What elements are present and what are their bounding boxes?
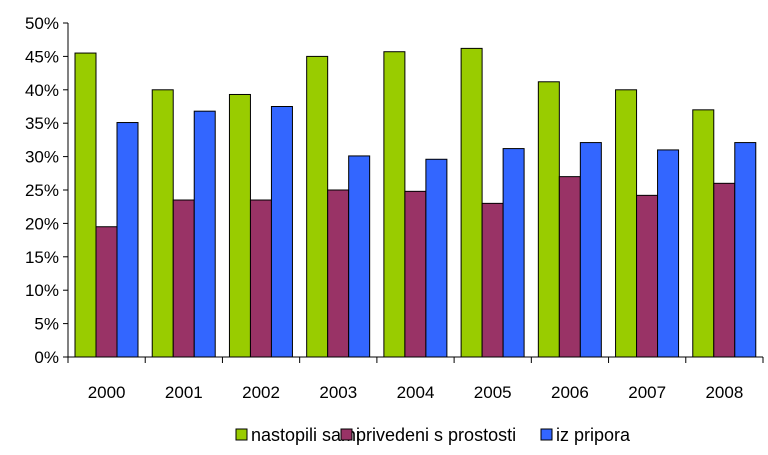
- bar-iz-pripora-2002: [270, 106, 293, 358]
- bar-nastopili-sami-2002: [228, 93, 251, 358]
- y-tick-label: 10%: [25, 281, 59, 300]
- x-tick-label: 2007: [628, 383, 666, 402]
- bar-iz-pripora-2007: [657, 149, 680, 358]
- bar-privedeni-s-prostosti-2001: [172, 199, 195, 358]
- bar-nastopili-sami-2001: [151, 89, 174, 358]
- bar-privedeni-s-prostosti-2002: [249, 199, 272, 358]
- y-tick-label: 5%: [34, 315, 59, 334]
- bar-privedeni-s-prostosti-2005: [481, 202, 504, 358]
- legend-swatch: [235, 428, 248, 441]
- y-tick-label: 20%: [25, 214, 59, 233]
- y-tick-label: 35%: [25, 114, 59, 133]
- y-tick-label: 40%: [25, 81, 59, 100]
- bar-iz-pripora-2008: [734, 142, 757, 358]
- x-tick-label: 2003: [319, 383, 357, 402]
- bar-privedeni-s-prostosti-2003: [327, 189, 350, 358]
- bar-nastopili-sami-2007: [615, 89, 638, 358]
- x-tick-label: 2008: [705, 383, 743, 402]
- x-tick-label: 2000: [88, 383, 126, 402]
- bar-privedeni-s-prostosti-2008: [713, 182, 736, 358]
- x-tick-label: 2001: [165, 383, 203, 402]
- bar-nastopili-sami-2000: [74, 52, 97, 358]
- bar-iz-pripora-2004: [425, 158, 448, 358]
- bar-privedeni-s-prostosti-2006: [558, 176, 581, 358]
- bar-nastopili-sami-2003: [306, 55, 329, 358]
- y-tick-label: 15%: [25, 248, 59, 267]
- bar-nastopili-sami-2004: [383, 51, 406, 358]
- x-tick-label: 2004: [397, 383, 435, 402]
- bar-iz-pripora-2005: [502, 148, 525, 358]
- bar-iz-pripora-2003: [348, 155, 371, 358]
- x-tick-label: 2002: [242, 383, 280, 402]
- bar-iz-pripora-2006: [579, 142, 602, 358]
- y-tick-label: 30%: [25, 148, 59, 167]
- bar-nastopili-sami-2008: [692, 109, 715, 358]
- legend-swatch: [340, 428, 353, 441]
- y-tick-label: 0%: [34, 348, 59, 367]
- legend-label: iz pripora: [556, 425, 631, 445]
- bars-group: [74, 47, 757, 358]
- x-tick-label: 2006: [551, 383, 589, 402]
- legend-label: nastopili sami: [251, 425, 360, 445]
- bar-nastopili-sami-2006: [537, 81, 560, 358]
- legend-label: privedeni s prostosti: [356, 425, 516, 445]
- y-tick-label: 45%: [25, 47, 59, 66]
- bar-nastopili-sami-2005: [460, 47, 483, 358]
- bar-iz-pripora-2001: [193, 110, 216, 358]
- bar-iz-pripora-2000: [116, 122, 139, 358]
- bar-privedeni-s-prostosti-2000: [95, 226, 118, 358]
- x-tick-label: 2005: [474, 383, 512, 402]
- bar-privedeni-s-prostosti-2004: [404, 190, 427, 358]
- legend-swatch: [540, 428, 553, 441]
- axes-group: 0% 5% 10% 15% 20% 25% 30% 35% 40% 45% 50% 2000 2001 2…: [25, 14, 764, 402]
- bar-privedeni-s-prostosti-2007: [636, 194, 659, 358]
- y-tick-label: 50%: [25, 14, 59, 33]
- y-tick-label: 25%: [25, 181, 59, 200]
